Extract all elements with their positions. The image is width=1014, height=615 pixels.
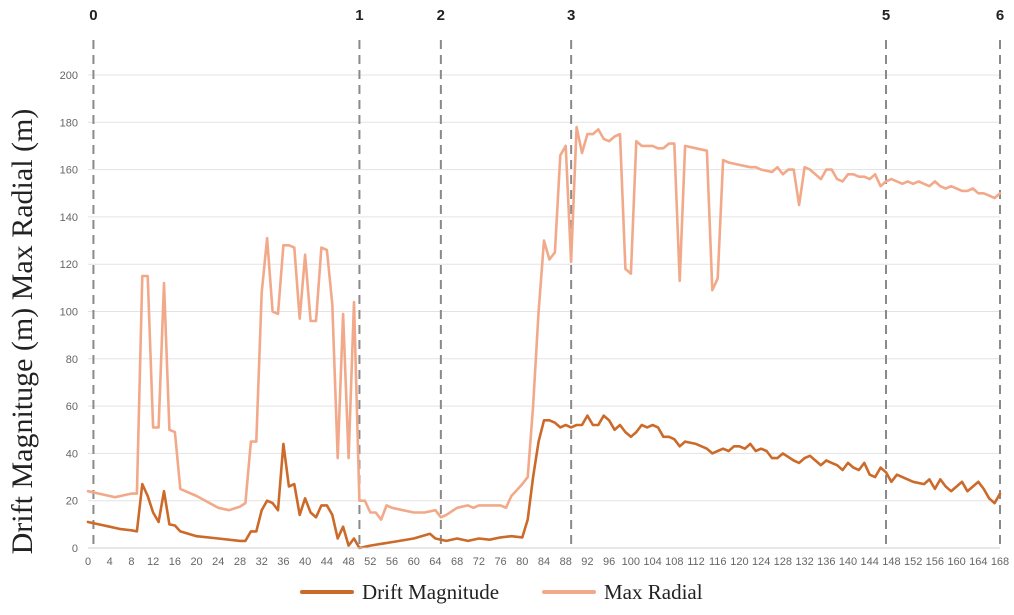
x-tick-label: 56 <box>386 556 398 568</box>
phase-marker-label: 2 <box>437 7 445 24</box>
y-axis-label: Drift Magnituge (m) Max Radial (m) <box>6 109 39 555</box>
x-tick-label: 0 <box>85 556 91 568</box>
phase-marker-label: 0 <box>89 7 97 24</box>
x-tick-label: 92 <box>581 556 593 568</box>
y-tick-label: 120 <box>60 259 78 271</box>
x-tick-label: 72 <box>473 556 485 568</box>
x-tick-label: 96 <box>603 556 615 568</box>
x-tick-label: 152 <box>904 556 922 568</box>
y-tick-label: 160 <box>60 165 78 177</box>
x-tick-label: 32 <box>256 556 268 568</box>
x-tick-label: 52 <box>364 556 376 568</box>
x-tick-label: 28 <box>234 556 246 568</box>
x-tick-label: 24 <box>212 556 224 568</box>
x-tick-label: 132 <box>795 556 813 568</box>
x-tick-label: 112 <box>687 556 705 568</box>
x-tick-label: 128 <box>774 556 792 568</box>
y-tick-label: 140 <box>60 212 78 224</box>
y-tick-label: 40 <box>66 448 78 460</box>
y-tick-label: 20 <box>66 496 78 508</box>
legend-label: Max Radial <box>604 580 703 604</box>
x-tick-label: 40 <box>299 556 311 568</box>
x-tick-label: 168 <box>991 556 1009 568</box>
y-axis-ticks: 0 20 40 60 80 100 120 140 160 180 200 <box>60 70 78 555</box>
phase-marker-label: 1 <box>355 7 363 24</box>
x-tick-label: 164 <box>969 556 987 568</box>
x-tick-label: 156 <box>926 556 944 568</box>
x-tick-label: 160 <box>947 556 965 568</box>
x-tick-label: 60 <box>408 556 420 568</box>
x-tick-label: 12 <box>147 556 159 568</box>
x-tick-label: 144 <box>861 556 879 568</box>
y-tick-label: 100 <box>60 307 78 319</box>
phase-marker-label: 5 <box>882 7 890 24</box>
x-tick-label: 116 <box>709 556 727 568</box>
x-tick-label: 100 <box>622 556 640 568</box>
x-tick-label: 48 <box>342 556 354 568</box>
series-lines <box>86 125 1002 550</box>
x-tick-label: 8 <box>128 556 134 568</box>
x-tick-label: 76 <box>494 556 506 568</box>
series-line <box>86 414 1002 550</box>
x-tick-label: 84 <box>538 556 550 568</box>
x-tick-label: 20 <box>190 556 202 568</box>
x-tick-label: 16 <box>169 556 181 568</box>
gridlines <box>88 74 1000 502</box>
x-tick-label: 108 <box>665 556 683 568</box>
x-tick-label: 88 <box>560 556 572 568</box>
x-tick-label: 120 <box>730 556 748 568</box>
legend-label: Drift Magnitude <box>362 580 499 604</box>
x-tick-label: 140 <box>839 556 857 568</box>
x-tick-label: 124 <box>752 556 770 568</box>
x-tick-label: 36 <box>277 556 289 568</box>
x-tick-label: 80 <box>516 556 528 568</box>
x-tick-label: 136 <box>817 556 835 568</box>
y-tick-label: 180 <box>60 117 78 129</box>
y-tick-label: 80 <box>66 354 78 366</box>
series-line <box>86 125 1002 521</box>
x-tick-label: 44 <box>321 556 333 568</box>
x-tick-label: 64 <box>429 556 441 568</box>
x-tick-label: 68 <box>451 556 463 568</box>
legend: Drift Magnitude Max Radial <box>300 580 703 604</box>
x-tick-label: 4 <box>107 556 113 568</box>
x-tick-label: 104 <box>643 556 661 568</box>
y-tick-label: 60 <box>66 401 78 413</box>
phase-marker-label: 6 <box>996 7 1004 24</box>
y-tick-label: 200 <box>60 70 78 82</box>
phase-marker-label: 3 <box>567 7 575 24</box>
y-tick-label: 0 <box>72 543 78 555</box>
x-axis-ticks: 0 4 8 12 16 20 24 28 32 36 40 44 48 52 56 60 64 68 72 76 80 8… <box>85 556 1009 568</box>
x-tick-label: 148 <box>882 556 900 568</box>
